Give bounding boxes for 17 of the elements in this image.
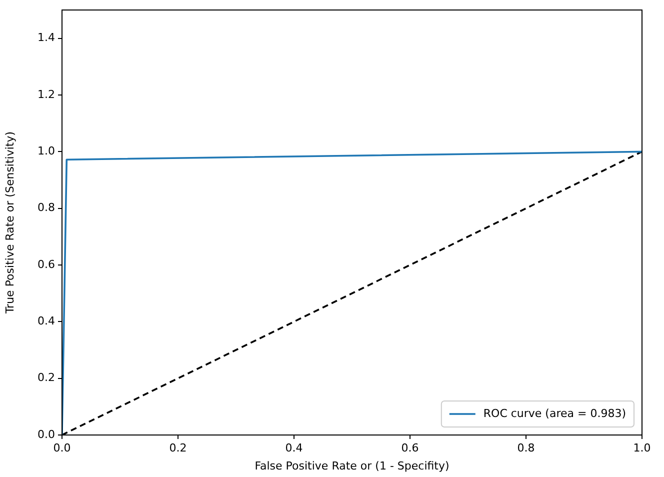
y-tick-label: 1.0 — [38, 144, 55, 158]
y-tick-label: 0.4 — [38, 314, 55, 328]
x-tick-label: 0.0 — [53, 441, 71, 454]
x-tick-label: 0.2 — [169, 441, 187, 454]
y-tick-label: 0.2 — [38, 371, 55, 384]
y-axis-title: True Positive Rate or (Sensitivity) — [3, 131, 16, 315]
y-tick-label: 0.6 — [38, 258, 55, 271]
x-axis-title: False Positive Rate or (1 - Specifity) — [254, 459, 450, 472]
x-tick-label: 0.8 — [517, 441, 535, 454]
x-tick-label: 1.0 — [633, 441, 651, 454]
legend-label: ROC curve (area = 0.983) — [483, 406, 626, 420]
x-tick-label: 0.4 — [285, 441, 303, 454]
x-tick-label: 0.6 — [401, 441, 419, 454]
y-tick-label: 1.2 — [38, 88, 55, 101]
y-tick-label: 1.4 — [38, 31, 55, 44]
y-tick-label: 0.0 — [38, 428, 55, 441]
y-tick-label: 0.8 — [38, 201, 55, 214]
